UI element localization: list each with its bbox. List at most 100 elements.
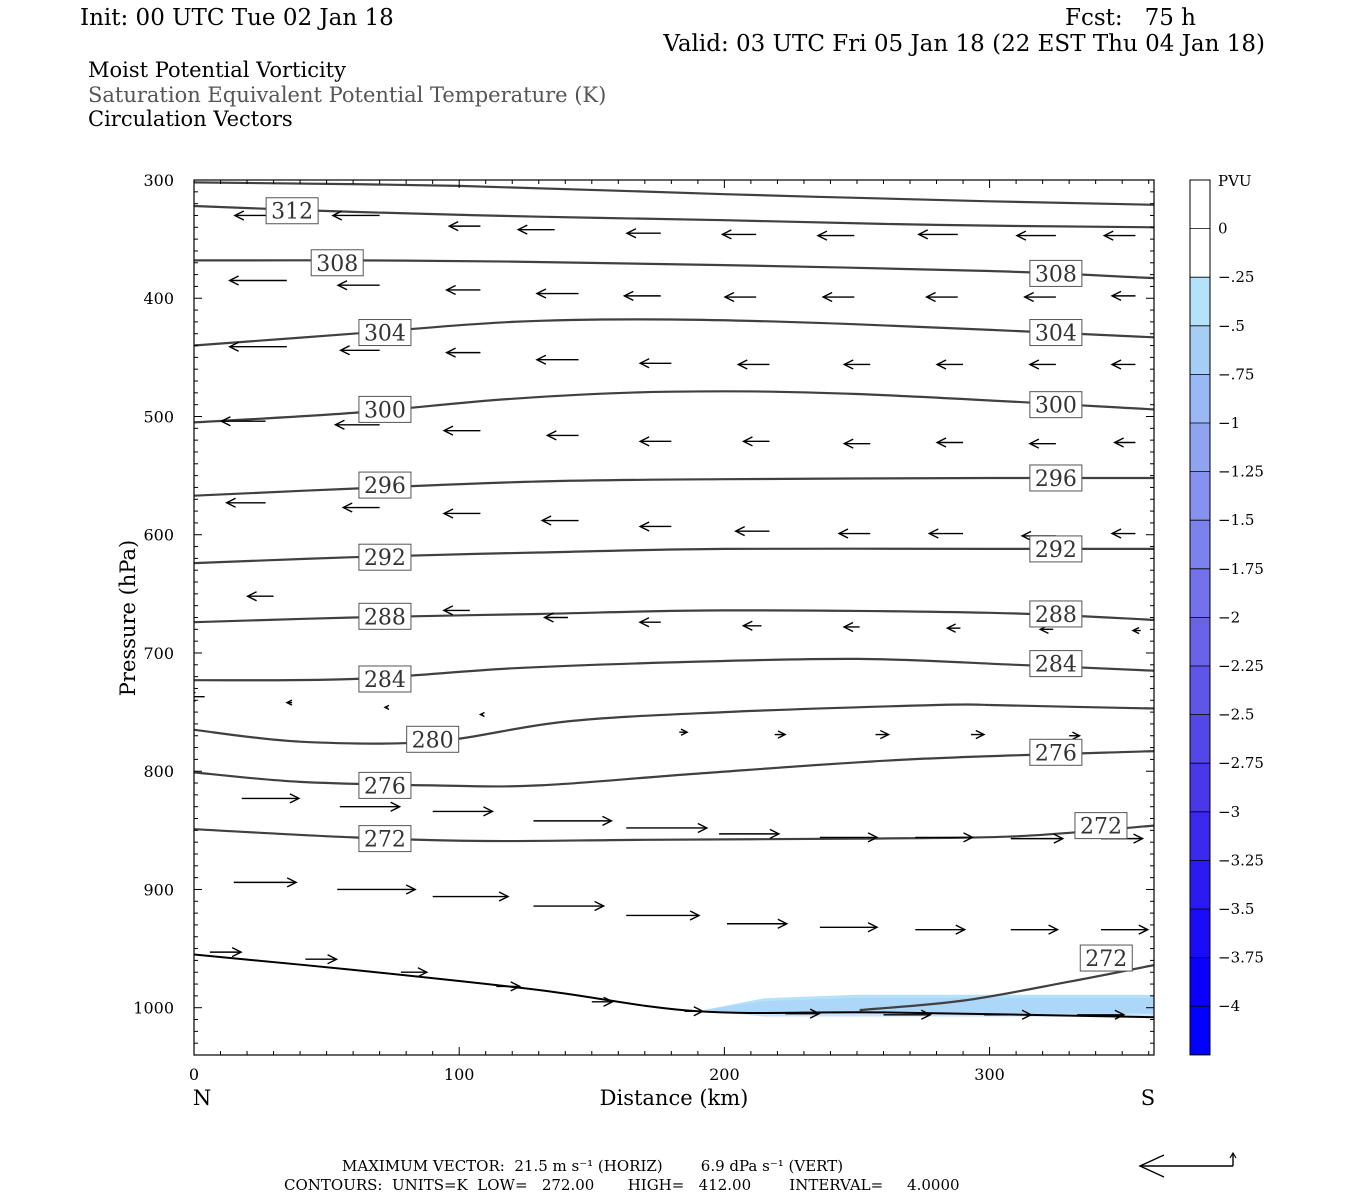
circulation-vector	[984, 1009, 1033, 1020]
contour-label-text: 288	[1035, 603, 1077, 628]
vector-head	[1015, 230, 1027, 241]
vector-head	[945, 623, 956, 633]
circulation-vector	[638, 358, 672, 369]
contour-label-box	[1029, 391, 1083, 419]
circulation-vector	[1069, 731, 1082, 740]
circulation-vector	[741, 620, 762, 631]
vector-head	[1028, 438, 1040, 449]
vector-head	[417, 967, 429, 978]
circulation-vector	[1110, 290, 1136, 302]
circulation-vector	[542, 612, 568, 623]
circulation-vector	[285, 699, 293, 706]
x-tick-label: 0	[189, 1065, 199, 1084]
circulation-vector	[1023, 291, 1056, 303]
contour-label-box	[358, 602, 412, 630]
contour-label-272: 272	[1079, 944, 1133, 972]
vector-head	[603, 996, 615, 1007]
reference-vector-icon	[1138, 1151, 1237, 1178]
contour-label-box	[358, 471, 412, 499]
circulation-vector	[1102, 230, 1136, 241]
vector-head	[867, 922, 879, 933]
vector-head	[720, 229, 732, 240]
circulation-vector	[723, 291, 757, 303]
circulation-vector	[1077, 1009, 1126, 1020]
vector-head	[225, 497, 236, 508]
contour-label-box	[358, 395, 412, 423]
contour-label-280: 280	[406, 725, 460, 753]
colorbar-label: −2	[1218, 608, 1240, 626]
colorbar-swatch	[1190, 763, 1210, 813]
colorbar-label: −3.75	[1218, 949, 1264, 967]
contour-label-box	[265, 197, 319, 225]
contour-label-296: 296	[1029, 464, 1083, 492]
vector-head	[963, 832, 975, 843]
vector-head	[245, 591, 257, 602]
circulation-vector	[625, 228, 661, 239]
contour-label-box	[1029, 650, 1083, 678]
contour-label-284: 284	[1029, 650, 1083, 678]
contour-label-text: 292	[1035, 538, 1077, 563]
vector-head	[442, 605, 454, 616]
circulation-vector	[927, 528, 964, 539]
vector-head	[1113, 437, 1124, 448]
y-tick-label: 800	[143, 762, 174, 781]
circulation-vector	[341, 502, 380, 513]
theta-e-contour-280	[194, 703, 990, 745]
contour-label-text: 288	[364, 605, 406, 630]
vector-head	[286, 877, 298, 888]
vector-head	[741, 620, 753, 631]
circulation-vector	[736, 359, 770, 370]
circulation-vector	[915, 832, 975, 843]
y-axis-label: Pressure (hPa)	[116, 540, 140, 696]
vector-head	[935, 359, 947, 370]
colorbar-swatch	[1190, 520, 1210, 570]
theta-e-contour	[194, 181, 1154, 206]
vector-head	[924, 291, 936, 303]
colorbar-swatch	[1190, 325, 1210, 375]
vector-head	[442, 425, 454, 436]
vector-head	[1114, 1009, 1126, 1020]
circulation-vector	[679, 728, 689, 736]
vector-head	[1133, 833, 1145, 844]
circulation-vector	[945, 623, 961, 633]
colorbar-swatch	[1190, 617, 1210, 667]
circulation-vector	[842, 621, 860, 633]
vector-head	[1021, 1009, 1033, 1020]
vector-head	[689, 910, 701, 921]
vector-head	[880, 729, 891, 740]
colorbar-label: −2.25	[1218, 657, 1264, 675]
circulation-vector	[331, 210, 380, 221]
vector-head	[336, 280, 348, 291]
axis-ticks	[193, 179, 1154, 1056]
circulation-vector	[1110, 528, 1136, 539]
circulation-vector	[816, 230, 855, 241]
circulation-vector	[337, 884, 417, 895]
y-tick-label: 300	[143, 171, 174, 190]
y-tick-label: 600	[143, 526, 174, 545]
circulation-vector	[720, 229, 757, 240]
contours-info: CONTOURS: UNITS=K LOW= 272.00 HIGH= 412.…	[284, 1176, 960, 1194]
circulation-vector	[837, 528, 871, 539]
circulation-vector	[638, 436, 672, 447]
contour-label-box	[358, 319, 412, 347]
vector-head	[447, 220, 459, 232]
y-tick-label: 700	[143, 644, 174, 663]
vector-head	[1110, 528, 1122, 539]
vector-head	[723, 291, 735, 303]
contour-label-box	[1029, 319, 1083, 347]
theta-e-contour-304	[194, 318, 1154, 347]
y-tick-label: 500	[143, 407, 174, 426]
colorbar-swatch	[1190, 277, 1210, 327]
vector-head	[442, 508, 454, 519]
vector-head	[285, 699, 293, 706]
vector-head	[540, 515, 552, 526]
contour-label-308: 308	[310, 249, 364, 277]
contour-label-text: 272	[1080, 815, 1122, 840]
y-tick-label: 900	[143, 880, 174, 899]
theta-e-contour-276	[194, 750, 1154, 788]
vector-head	[638, 617, 650, 628]
contour-label-text: 312	[271, 200, 313, 225]
vector-head	[594, 900, 606, 912]
circulation-vector	[233, 877, 298, 888]
colorbar-label: −1.5	[1218, 511, 1254, 529]
